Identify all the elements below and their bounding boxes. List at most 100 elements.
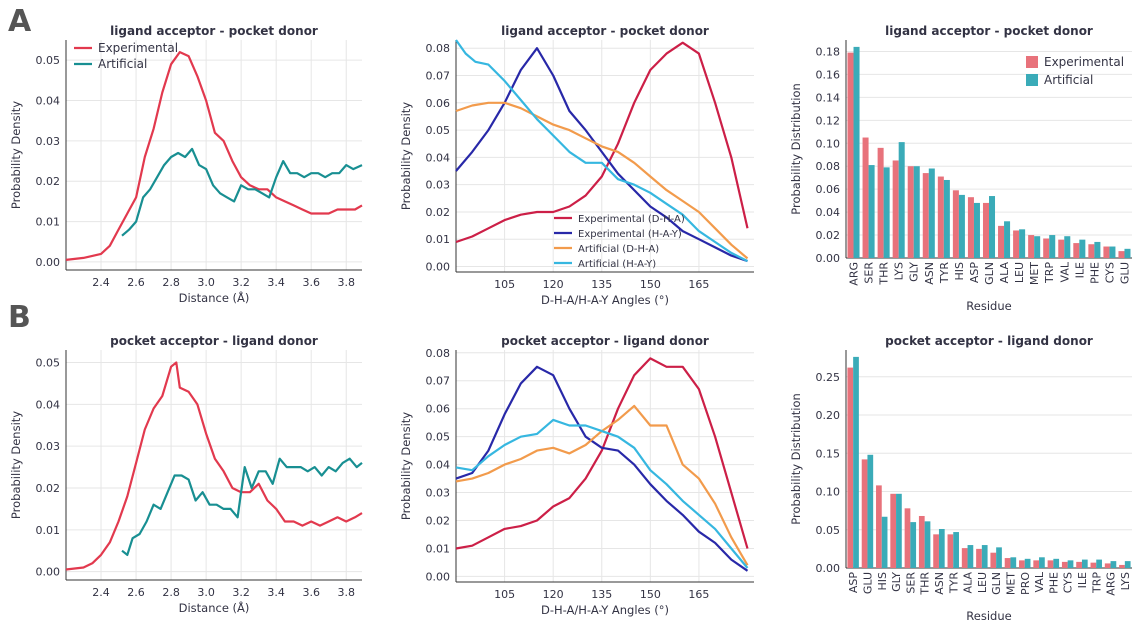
bar-artificial <box>1004 221 1011 258</box>
panel-label-b: B <box>8 300 31 335</box>
x-tick-label: ARG <box>1105 572 1118 596</box>
x-tick-label: 3.4 <box>267 276 285 289</box>
y-tick-label: 0.08 <box>426 42 451 55</box>
y-tick-label: 0.04 <box>426 459 451 472</box>
bar-experimental <box>1033 560 1040 568</box>
y-tick-label: 0.07 <box>426 69 451 82</box>
legend: Experimental (D-H-A) Experimental (H-A-Y)… <box>554 214 685 270</box>
x-tick-label: 3.2 <box>232 276 250 289</box>
x-tick-label: ALA <box>962 572 975 594</box>
bar-experimental <box>1104 563 1111 568</box>
bar-artificial <box>1124 248 1131 258</box>
x-tick-label: TYR <box>938 262 951 284</box>
x-axis-label: Residue <box>966 609 1011 623</box>
bar-experimental <box>907 166 914 258</box>
bar-experimental <box>947 534 954 568</box>
legend-label: Artificial (H-A-Y) <box>578 259 656 270</box>
bar-experimental <box>847 52 854 259</box>
series-line-1 <box>121 147 363 237</box>
legend-label: Experimental <box>1044 55 1124 69</box>
x-tick-label: THR <box>919 572 932 596</box>
x-tick-label: THR <box>878 262 891 286</box>
bar-artificial <box>928 168 935 258</box>
bar-experimental <box>1088 244 1095 258</box>
bar-experimental <box>861 459 868 568</box>
bar-experimental <box>1061 561 1068 568</box>
x-tick-label: PHE <box>1047 572 1060 594</box>
x-tick-label: 2.6 <box>127 586 145 599</box>
y-tick-label: 0.02 <box>426 515 451 528</box>
y-tick-label: 0.06 <box>426 97 451 110</box>
bar-artificial <box>883 167 890 258</box>
bar-experimental <box>967 197 974 258</box>
x-tick-label: 150 <box>640 278 661 291</box>
x-axis-label: Distance (Å) <box>179 600 250 615</box>
bar-artificial <box>1039 557 1045 568</box>
x-tick-label: TRP <box>1090 572 1103 594</box>
y-tick-label: 0.02 <box>36 175 61 188</box>
bar-artificial <box>1034 236 1041 258</box>
x-tick-label: 120 <box>543 278 564 291</box>
y-axis-label: Probability Density <box>9 101 23 209</box>
legend: Experimental Artificial <box>1026 55 1124 87</box>
x-tick-label: LEU <box>1013 262 1026 283</box>
x-tick-label: SER <box>904 572 917 594</box>
y-tick-label: 0.01 <box>36 216 61 229</box>
x-tick-label: 3.4 <box>267 586 285 599</box>
chart-title: pocket acceptor - ligand donor <box>885 334 1093 348</box>
y-tick-label: 0.01 <box>36 524 61 537</box>
y-tick-label: 0.05 <box>426 124 451 137</box>
bar-experimental <box>1119 564 1125 568</box>
x-tick-label: 3.0 <box>197 276 215 289</box>
y-tick-label: 0.00 <box>816 562 841 575</box>
bar-artificial <box>1064 236 1071 258</box>
legend-label: Experimental (D-H-A) <box>578 214 685 225</box>
bar-artificial <box>913 166 920 258</box>
series-line-1 <box>455 365 749 572</box>
bar-experimental <box>847 367 854 568</box>
bar-experimental <box>1118 251 1125 258</box>
bar-artificial <box>1053 558 1060 568</box>
y-tick-label: 0.03 <box>426 179 451 192</box>
x-tick-label: 105 <box>494 588 515 601</box>
legend-swatch <box>1026 74 1038 86</box>
legend-label: Artificial <box>1044 73 1093 87</box>
x-tick-label: 3.0 <box>197 586 215 599</box>
bar-experimental <box>1076 561 1082 568</box>
x-axis-label: D-H-A/H-A-Y Angles (°) <box>541 603 669 617</box>
bar-experimental <box>876 485 882 568</box>
y-tick-label: 0.05 <box>36 357 61 370</box>
x-tick-label: 105 <box>494 278 515 291</box>
x-tick-label: HIS <box>953 262 966 281</box>
y-tick-label: 0.05 <box>36 54 61 67</box>
x-tick-label: ILE <box>1076 572 1089 588</box>
y-tick-label: 0.18 <box>816 45 841 58</box>
y-tick-label: 0.14 <box>816 91 841 104</box>
bar-artificial <box>1096 559 1102 568</box>
series-line-3 <box>455 418 749 569</box>
y-tick-label: 0.02 <box>36 482 61 495</box>
bar-artificial <box>938 528 945 568</box>
chart-title: pocket acceptor - ligand donor <box>110 334 318 348</box>
y-tick-label: 0.05 <box>816 524 841 537</box>
bar-experimental <box>1103 246 1110 258</box>
bar-experimental <box>982 202 989 258</box>
y-tick-label: 0.12 <box>816 114 841 127</box>
y-tick-label: 0.02 <box>816 229 841 242</box>
x-tick-label: GLY <box>908 262 921 282</box>
y-axis-label: Probability Density <box>9 411 23 519</box>
bar-artificial <box>1081 559 1088 568</box>
legend: Experimental Artificial <box>74 41 178 71</box>
y-tick-label: 0.00 <box>36 256 61 269</box>
legend-label: Experimental <box>98 41 178 55</box>
y-tick-label: 0.00 <box>426 570 451 583</box>
legend-swatch <box>1026 56 1038 68</box>
y-tick-label: 0.04 <box>36 398 61 411</box>
y-axis-label: Probability Distribution <box>789 393 803 525</box>
x-tick-label: 165 <box>688 278 709 291</box>
y-tick-label: 0.04 <box>36 95 61 108</box>
bar-artificial <box>853 356 859 568</box>
angle-chart-ligand-acceptor: 0.00 0.01 0.02 0.03 0.04 0.05 0.06 0.07 0.08 105 1… <box>399 24 754 307</box>
